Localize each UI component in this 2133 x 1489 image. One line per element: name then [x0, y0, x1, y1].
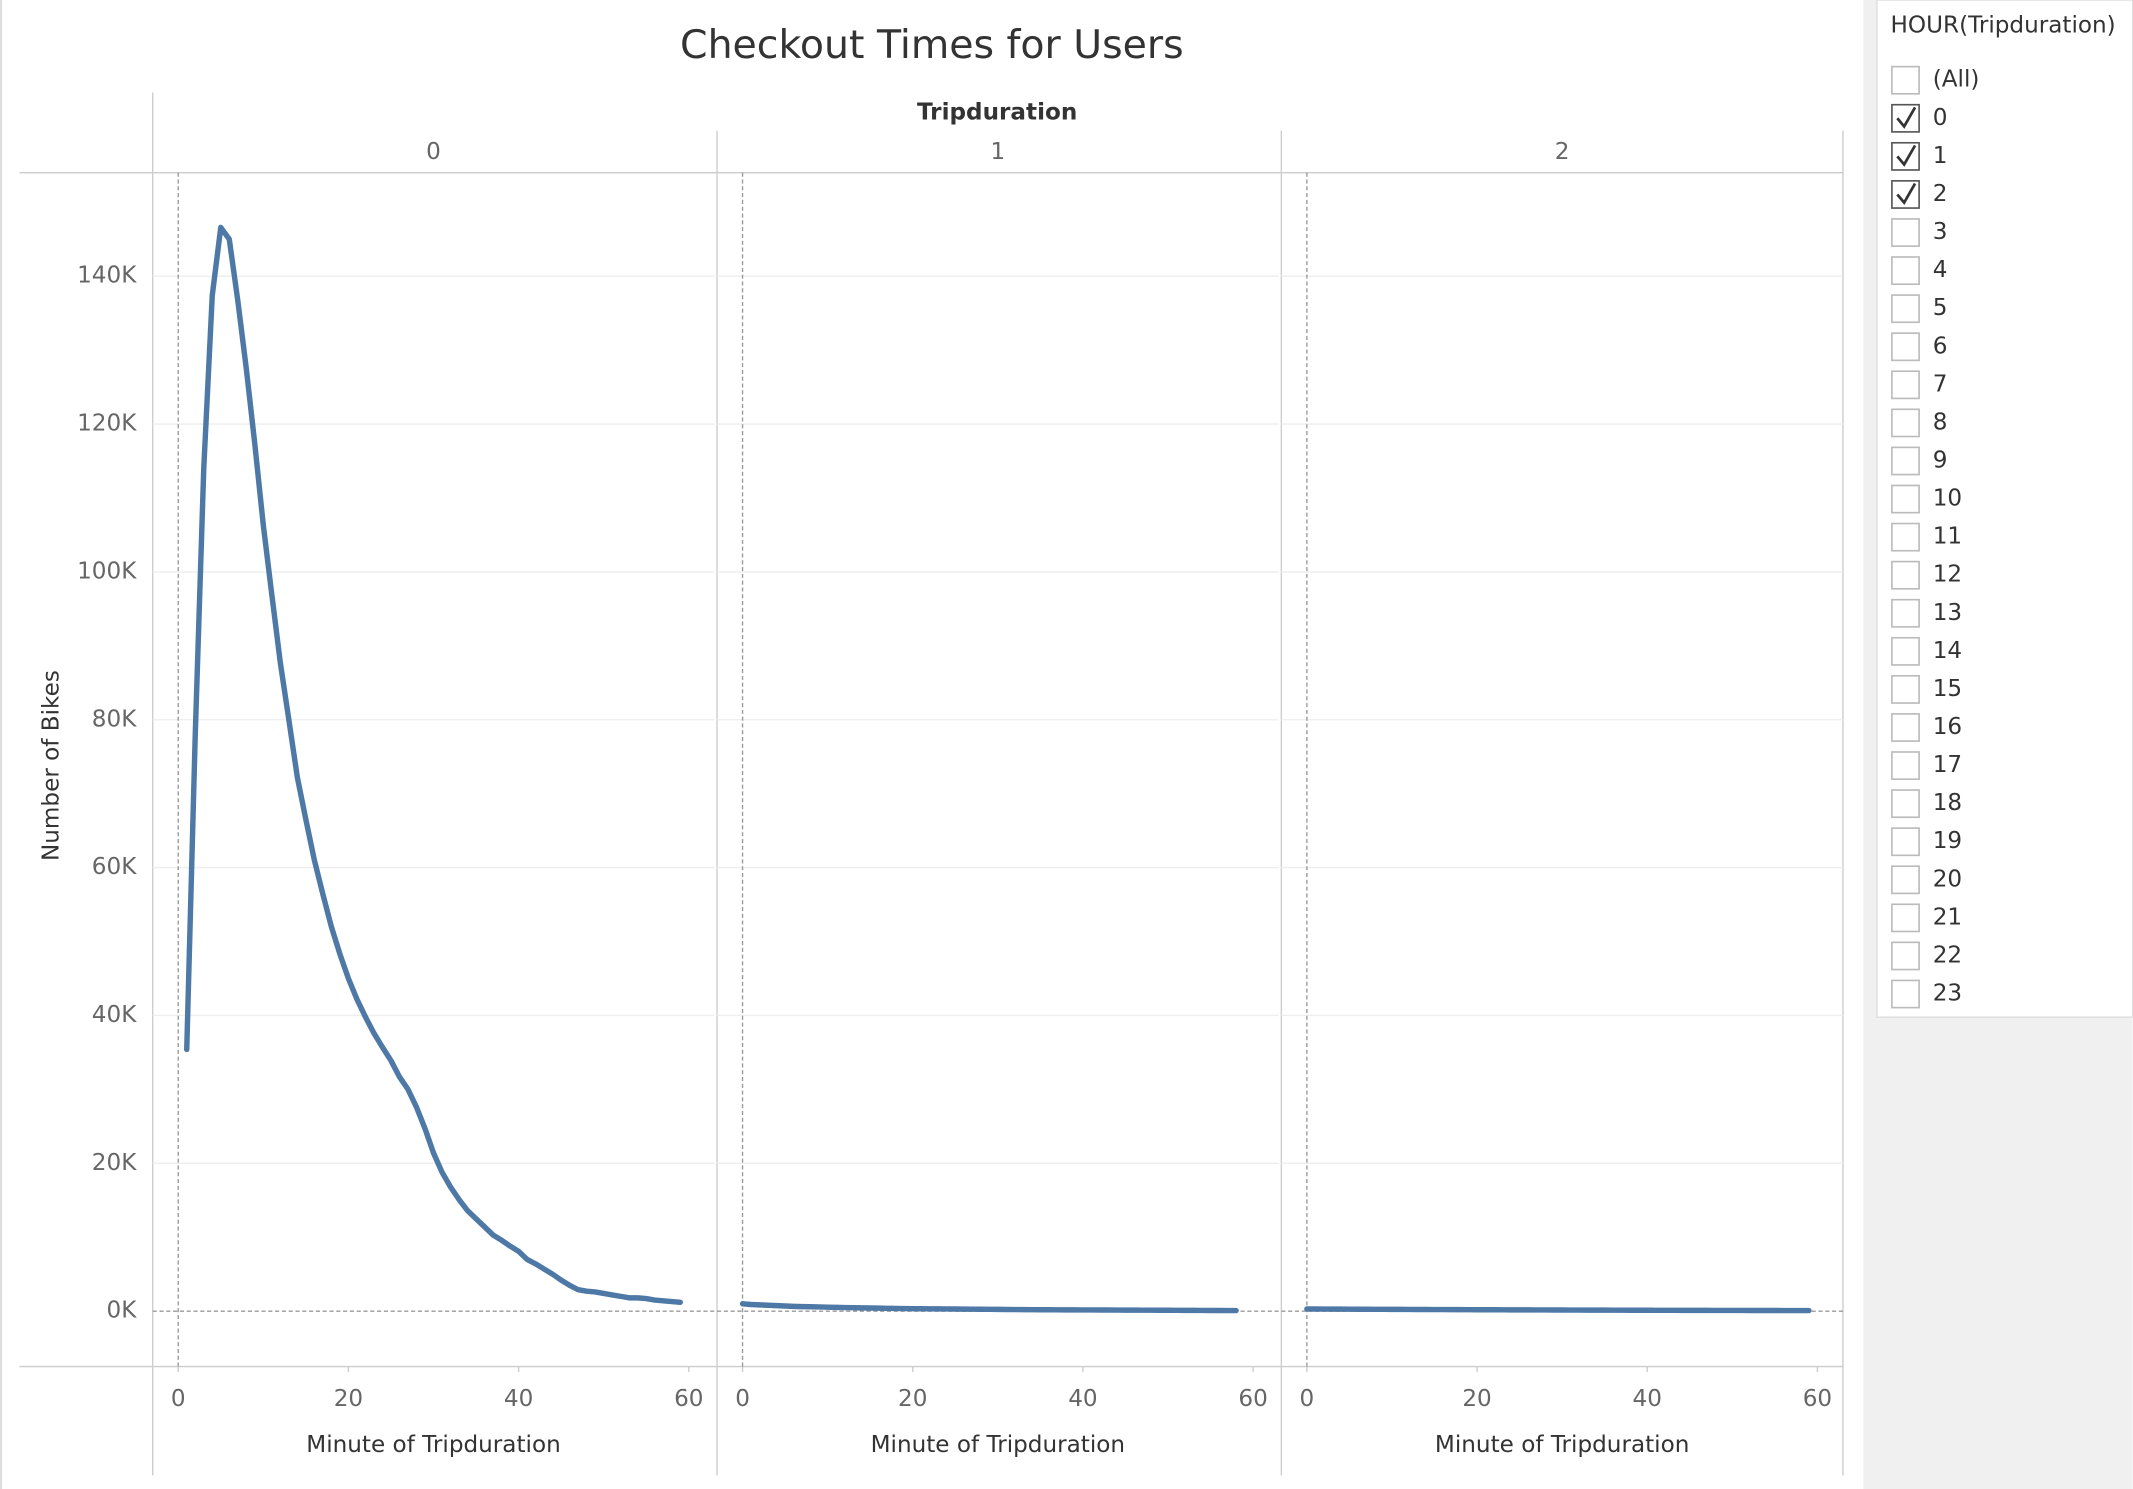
- x-tick-label: 0: [1300, 1386, 1315, 1412]
- x-axis-title: Minute of Tripduration: [1435, 1432, 1689, 1458]
- checkbox[interactable]: [1891, 65, 1920, 95]
- x-tick-label: 40: [1068, 1386, 1097, 1412]
- filter-option[interactable]: 23: [1933, 981, 1962, 1007]
- checkbox[interactable]: [1891, 560, 1920, 590]
- filter-option[interactable]: 16: [1933, 714, 1962, 740]
- filter-option[interactable]: 11: [1933, 524, 1962, 550]
- filter-option[interactable]: 15: [1933, 676, 1962, 702]
- x-tick-label: 0: [171, 1386, 186, 1412]
- checkmark: [1896, 182, 1917, 205]
- checkbox[interactable]: [1891, 332, 1920, 362]
- checkbox[interactable]: [1891, 713, 1920, 742]
- y-tick-label: 60K: [92, 854, 137, 880]
- filter-option[interactable]: 19: [1933, 828, 1962, 854]
- line-series: [1304, 1306, 1812, 1314]
- filter-option[interactable]: 3: [1933, 219, 1948, 245]
- filter-option[interactable]: 6: [1933, 333, 1948, 359]
- checkmark: [1896, 144, 1917, 167]
- filter-option[interactable]: 12: [1933, 562, 1962, 588]
- line-series: [739, 1301, 1239, 1314]
- filter-option[interactable]: 2: [1933, 181, 1948, 207]
- filter-option[interactable]: 17: [1933, 752, 1962, 778]
- checkbox[interactable]: [1891, 636, 1920, 666]
- filter-option[interactable]: 9: [1933, 447, 1948, 473]
- filter-option[interactable]: 22: [1933, 942, 1962, 968]
- x-tick-label: 20: [1462, 1386, 1491, 1412]
- filter-option[interactable]: 10: [1933, 486, 1962, 512]
- checkbox[interactable]: [1891, 522, 1920, 552]
- filter-option[interactable]: 21: [1933, 904, 1962, 930]
- panel-label: 1: [990, 139, 1005, 165]
- filter-option[interactable]: 7: [1933, 371, 1948, 397]
- checkbox[interactable]: [1891, 903, 1920, 933]
- panel-label: 2: [1555, 139, 1570, 165]
- checkbox[interactable]: [1891, 408, 1920, 438]
- x-tick-label: 0: [735, 1386, 750, 1412]
- checkmark: [1896, 106, 1917, 129]
- y-tick-label: 0K: [107, 1298, 138, 1324]
- x-tick-label: 40: [1633, 1386, 1662, 1412]
- y-tick-label: 100K: [77, 558, 137, 584]
- checkbox[interactable]: [1891, 446, 1920, 476]
- checkbox[interactable]: [1891, 256, 1920, 286]
- y-tick-label: 20K: [92, 1150, 137, 1176]
- chart-title: Checkout Times for Users: [680, 22, 1184, 68]
- filter-option[interactable]: 20: [1933, 866, 1962, 892]
- x-tick-label: 60: [1803, 1386, 1832, 1412]
- checkbox[interactable]: [1891, 484, 1920, 514]
- checkbox[interactable]: [1891, 827, 1920, 857]
- checkbox[interactable]: [1891, 675, 1920, 704]
- filter-option[interactable]: 13: [1933, 600, 1962, 626]
- x-tick-label: 20: [334, 1386, 363, 1412]
- filter-option[interactable]: 1: [1933, 143, 1948, 169]
- filter-option[interactable]: 4: [1933, 257, 1948, 283]
- y-tick-label: 120K: [77, 411, 137, 437]
- filter-option[interactable]: 18: [1933, 790, 1962, 816]
- checkbox[interactable]: [1891, 598, 1920, 628]
- x-tick-label: 40: [504, 1386, 533, 1412]
- panel-label: 0: [426, 139, 441, 165]
- checkbox[interactable]: [1891, 941, 1920, 971]
- y-tick-label: 80K: [92, 706, 137, 732]
- checkbox[interactable]: [1891, 789, 1920, 819]
- line-series: [184, 224, 683, 1306]
- checkbox[interactable]: [1891, 370, 1920, 400]
- x-axis-title: Minute of Tripduration: [871, 1432, 1125, 1458]
- checkbox[interactable]: [1891, 218, 1920, 247]
- checkbox[interactable]: [1891, 751, 1920, 780]
- checkbox[interactable]: [1891, 865, 1920, 895]
- filter-title: HOUR(Tripduration): [1891, 12, 2116, 38]
- checkbox[interactable]: [1891, 294, 1920, 324]
- x-tick-label: 60: [1238, 1386, 1267, 1412]
- checkbox[interactable]: [1891, 979, 1920, 1009]
- filter-option[interactable]: 5: [1933, 295, 1948, 321]
- filter-option[interactable]: 0: [1933, 105, 1948, 131]
- x-axis-title: Minute of Tripduration: [306, 1432, 560, 1458]
- x-tick-label: 20: [898, 1386, 927, 1412]
- filter-option[interactable]: 14: [1933, 638, 1962, 664]
- filter-option[interactable]: (All): [1933, 67, 1980, 93]
- filter-option[interactable]: 8: [1933, 409, 1948, 435]
- y-tick-label: 40K: [92, 1002, 137, 1028]
- x-tick-label: 60: [674, 1386, 703, 1412]
- column-header: Tripduration: [917, 99, 1077, 125]
- y-tick-label: 140K: [77, 263, 137, 289]
- y-axis-title: Number of Bikes: [39, 670, 65, 861]
